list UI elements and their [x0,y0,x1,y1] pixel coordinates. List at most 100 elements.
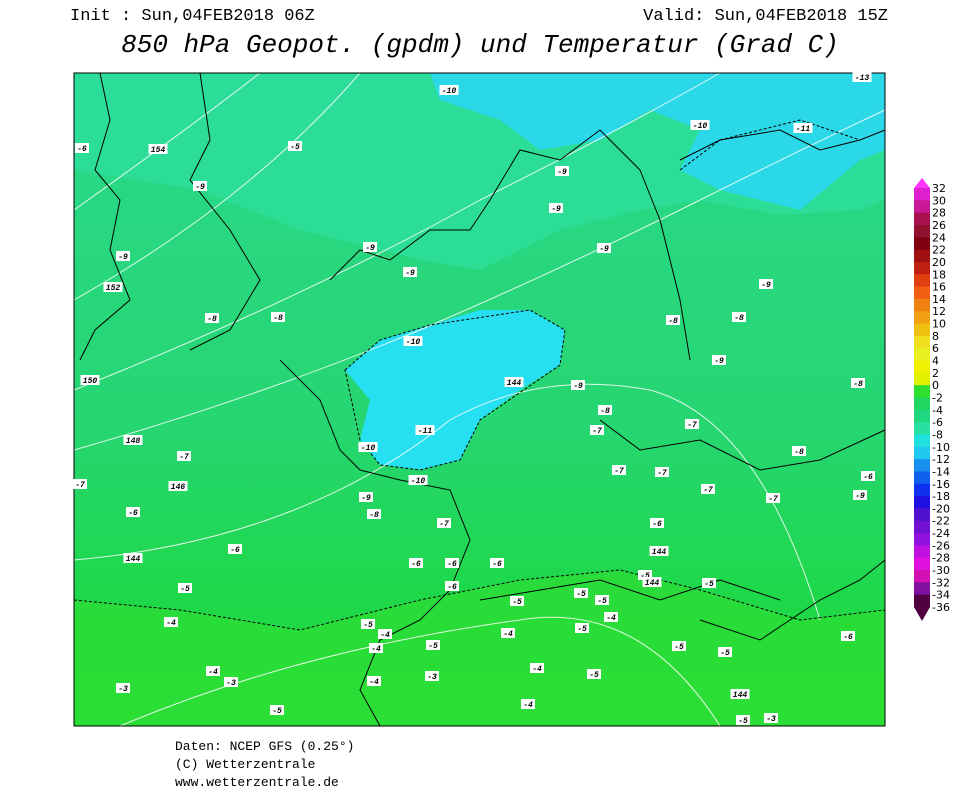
valid-time: Valid: Sun,04FEB2018 15Z [643,7,888,26]
contour-label: 150 [83,377,98,386]
contour-label: -6 [652,520,662,529]
contour-label: -10 [361,444,376,453]
contour-label: -10 [411,477,426,486]
label-box [271,312,285,322]
contour-label: -3 [427,673,437,682]
label-box [655,467,669,477]
contour-label: -4 [532,665,542,674]
colorbar-label: -14 [932,465,950,478]
colorbar-swatch [914,335,930,349]
contour-label: -8 [273,314,283,323]
contour-label: -4 [380,631,390,640]
colorbar-label: 0 [932,379,939,392]
map-title: 850 hPa Geopot. (gpdm) und Temperatur (G… [121,30,839,60]
label-box [650,518,664,528]
colorbar-label: 10 [932,318,946,331]
contour-label: -10 [693,122,708,131]
colorbar-swatch [914,508,930,522]
contour-label: -9 [195,183,205,192]
contour-label: -8 [369,511,379,520]
cold-region [345,310,565,470]
contour-label: -6 [447,583,457,592]
colorbar-label: -34 [932,589,950,602]
contour-label: -9 [361,494,371,503]
contour-label: 154 [151,146,166,155]
contour-label: -7 [592,427,602,436]
colorbar-swatch [914,409,930,423]
contour-label: 144 [126,555,141,564]
colorbar-label: -12 [932,453,950,466]
footer-line: www.wetterzentrale.de [175,775,339,790]
colorbar-arrow [914,178,930,188]
label-box [378,629,392,639]
label-box [861,471,875,481]
contour-label: -5 [290,143,300,152]
contour-label: 144 [652,548,667,557]
label-box [205,313,219,323]
label-box [164,617,178,627]
colorbar-label: 24 [932,231,946,244]
colorbar-label: -36 [932,601,950,614]
label-box [415,425,435,435]
label-box [712,355,726,365]
cold-region [430,73,885,210]
colorbar-swatch [914,533,930,546]
label-box [587,669,601,679]
colorbar-swatch [914,286,930,300]
contour-label: -9 [573,382,583,391]
colorbar-swatch [914,520,930,534]
label-box [126,507,140,517]
label-box [666,315,680,325]
label-box [501,628,515,638]
contour-label: -9 [551,205,561,214]
label-box [598,405,612,415]
label-box [549,203,563,213]
contour-label: -8 [668,317,678,326]
label-box [759,279,773,289]
colorbar-label: -18 [932,490,950,503]
init-time: Init : Sun,04FEB2018 06Z [70,7,315,26]
contour-label: 144 [507,379,522,388]
label-box [575,623,589,633]
colorbar-swatch [914,434,930,448]
label-box [718,647,732,657]
contour-label: -7 [439,520,449,529]
colorbar-label: 30 [932,194,946,207]
label-box [649,546,669,556]
contour-label: -6 [843,633,853,642]
contour-label: -3 [226,679,236,688]
label-box [672,641,686,651]
colorbar-swatch [914,483,930,497]
label-box [841,631,855,641]
contour-label: -6 [863,473,873,482]
contour-label: -10 [442,87,457,96]
colorbar-swatch [914,200,930,214]
label-box [521,699,535,709]
contour-label: -4 [523,701,533,710]
label-box [178,583,192,593]
colorbar-swatch [914,496,930,509]
label-box [403,336,423,346]
label-box [597,243,611,253]
contour-label: -11 [418,427,433,436]
contour-label: -7 [179,453,189,462]
contour-label: -5 [180,585,190,594]
label-box [852,72,872,82]
contour-label: -4 [166,619,176,628]
contour-label: -5 [674,643,684,652]
label-box [766,493,780,503]
label-box [168,481,188,491]
label-box [685,419,699,429]
label-box [642,577,662,587]
label-box [732,312,746,322]
colorbar-arrow [914,607,930,621]
label-box [403,267,417,277]
label-box [853,490,867,500]
label-box [363,242,377,252]
label-box [116,683,130,693]
label-box [730,689,750,699]
contour-label: 152 [106,284,121,293]
contour-label: -9 [761,281,771,290]
contour-label: -5 [597,597,607,606]
label-box [793,123,813,133]
